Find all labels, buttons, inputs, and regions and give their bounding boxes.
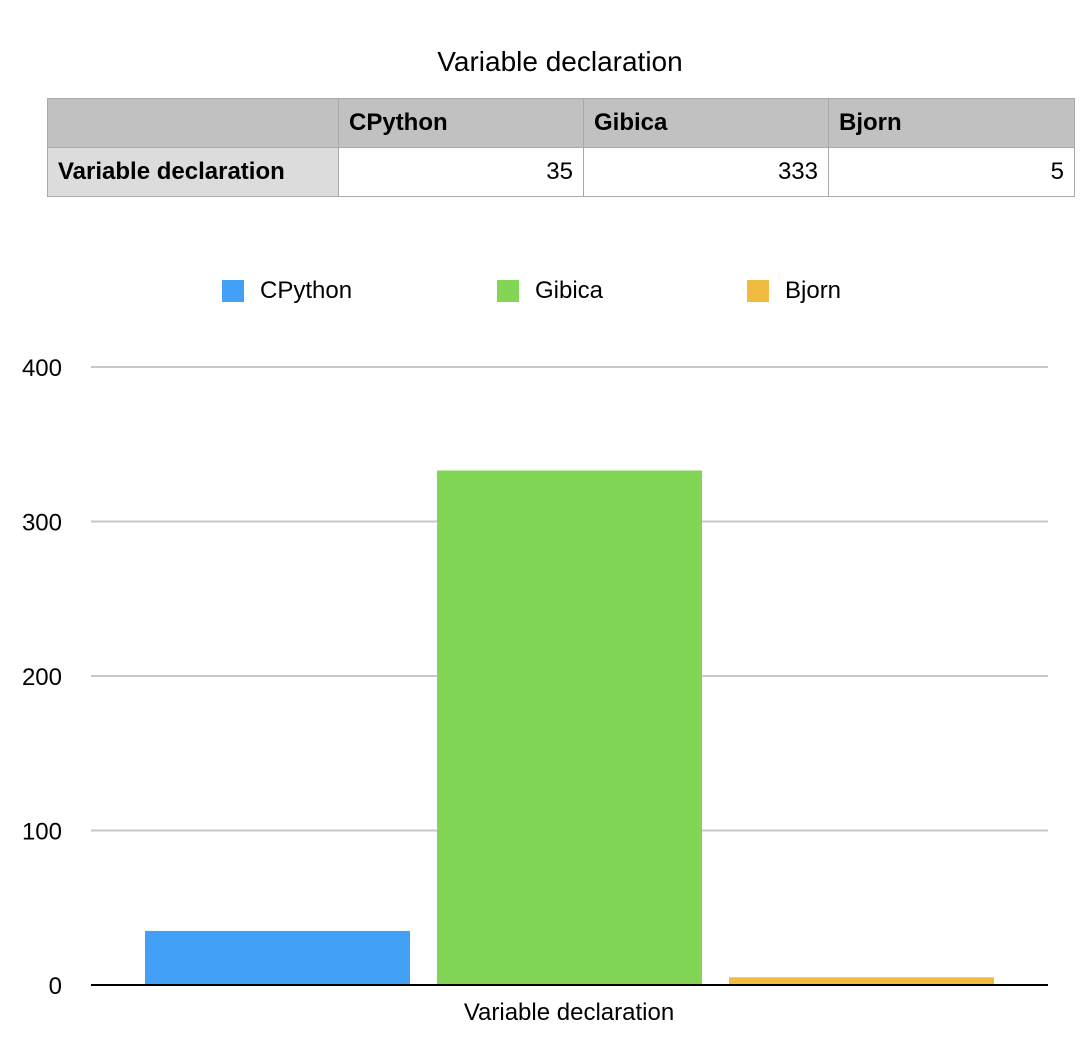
legend-item-gibica: Gibica bbox=[497, 276, 603, 306]
legend-label: Bjorn bbox=[785, 277, 842, 304]
chart-title: Variable declaration bbox=[437, 46, 683, 77]
legend-label: Gibica bbox=[535, 277, 604, 304]
y-tick-label: 100 bbox=[22, 819, 62, 846]
y-tick-label: 0 bbox=[49, 973, 62, 1000]
y-tick-label: 300 bbox=[22, 510, 62, 537]
table-cell: 333 bbox=[583, 147, 829, 197]
bar-cpython bbox=[145, 930, 410, 985]
legend-label: CPython bbox=[260, 277, 353, 304]
table-row-header: Variable declaration bbox=[47, 147, 339, 197]
table-cell: 5 bbox=[828, 147, 1075, 197]
y-tick-label: 200 bbox=[22, 664, 62, 691]
bar-chart: 0 100 200 300 400 Variable declaration bbox=[22, 355, 1048, 1026]
table-corner-cell bbox=[47, 98, 339, 148]
legend-item-bjorn: Bjorn bbox=[747, 276, 841, 306]
x-category-label: Variable declaration bbox=[464, 999, 674, 1026]
legend-swatch-gibica bbox=[497, 280, 519, 302]
legend-item-cpython: CPython bbox=[222, 276, 352, 306]
chart-legend: CPython Gibica Bjorn bbox=[0, 276, 1088, 306]
table-column-header: CPython bbox=[338, 98, 584, 148]
bar-bjorn bbox=[729, 977, 994, 985]
table-row: Variable declaration 35 333 5 bbox=[47, 147, 1075, 197]
table-column-header: Gibica bbox=[583, 98, 829, 148]
table-column-header: Bjorn bbox=[828, 98, 1075, 148]
y-tick-label: 400 bbox=[22, 355, 62, 382]
table-cell: 35 bbox=[338, 147, 584, 197]
legend-swatch-cpython bbox=[222, 280, 244, 302]
bar-gibica bbox=[437, 470, 702, 985]
data-table: CPython Gibica Bjorn Variable declaratio… bbox=[47, 98, 1075, 197]
table-header-row: CPython Gibica Bjorn bbox=[47, 98, 1075, 148]
legend-swatch-bjorn bbox=[747, 280, 769, 302]
